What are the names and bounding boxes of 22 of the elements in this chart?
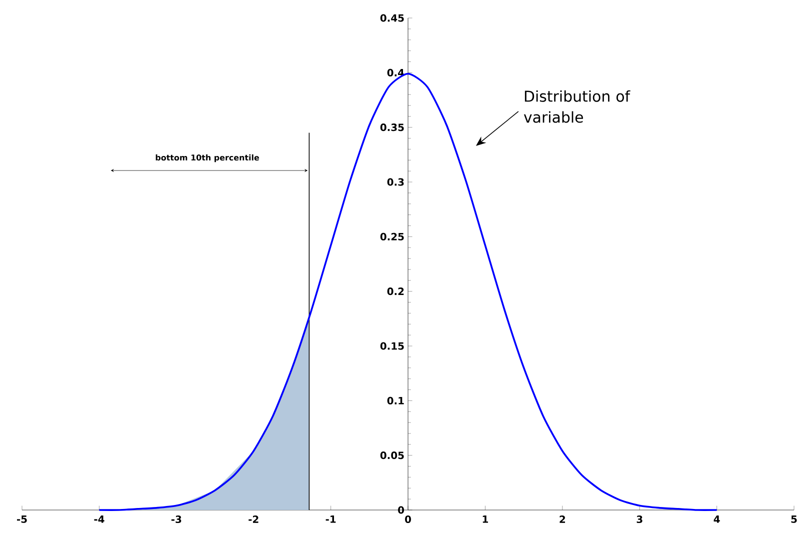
x-tick-label: -4 (94, 516, 104, 523)
x-tick-label: 5 (791, 516, 797, 523)
x-tick-label: -1 (326, 516, 336, 523)
x-tick-label: 1 (482, 516, 488, 523)
x-tick-label: -5 (17, 516, 27, 523)
y-tick-label: 0.25 (380, 232, 404, 240)
y-tick-label: 0.3 (387, 178, 404, 186)
y-tick-label: 0.4 (387, 68, 404, 76)
y-tick-label: 0 (398, 506, 404, 514)
x-tick-label: 2 (560, 516, 566, 523)
x-tick-label: 4 (714, 516, 720, 523)
y-tick-label: 0.05 (380, 452, 404, 460)
x-tick-label: 0 (405, 516, 411, 524)
annotation: Distribution of variable (524, 90, 630, 123)
y-tick-label: 0.45 (380, 14, 404, 22)
x-tick-label: 3 (636, 516, 642, 524)
y-tick-label: 0.35 (380, 124, 404, 132)
x-tick-label: -2 (248, 516, 258, 523)
y-tick-label: 0.2 (387, 288, 404, 296)
y-tick-label: 0.1 (387, 396, 404, 404)
y-tick-label: 0.15 (380, 342, 404, 350)
x-tick-label: -3 (171, 516, 182, 524)
